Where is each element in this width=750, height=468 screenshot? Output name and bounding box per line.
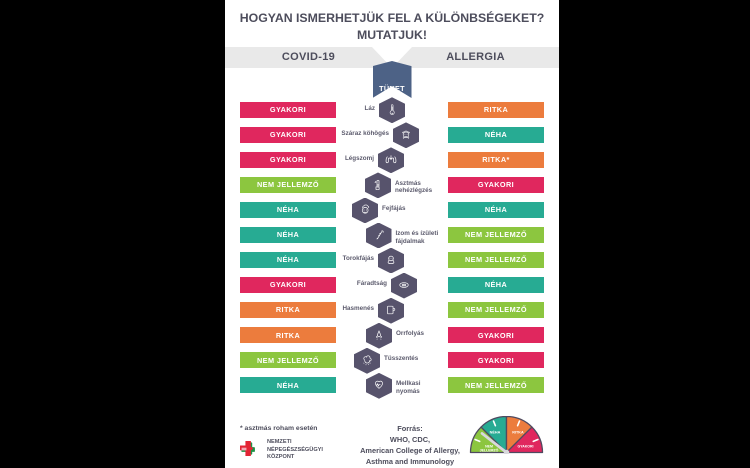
svg-text:GYAKORI: GYAKORI [517,445,533,449]
svg-text:RITKA: RITKA [512,431,524,435]
svg-text:NÉHA: NÉHA [490,430,501,435]
svg-text:NEM: NEM [485,445,493,449]
svg-text:JELLEMZŐ: JELLEMZŐ [480,448,499,453]
